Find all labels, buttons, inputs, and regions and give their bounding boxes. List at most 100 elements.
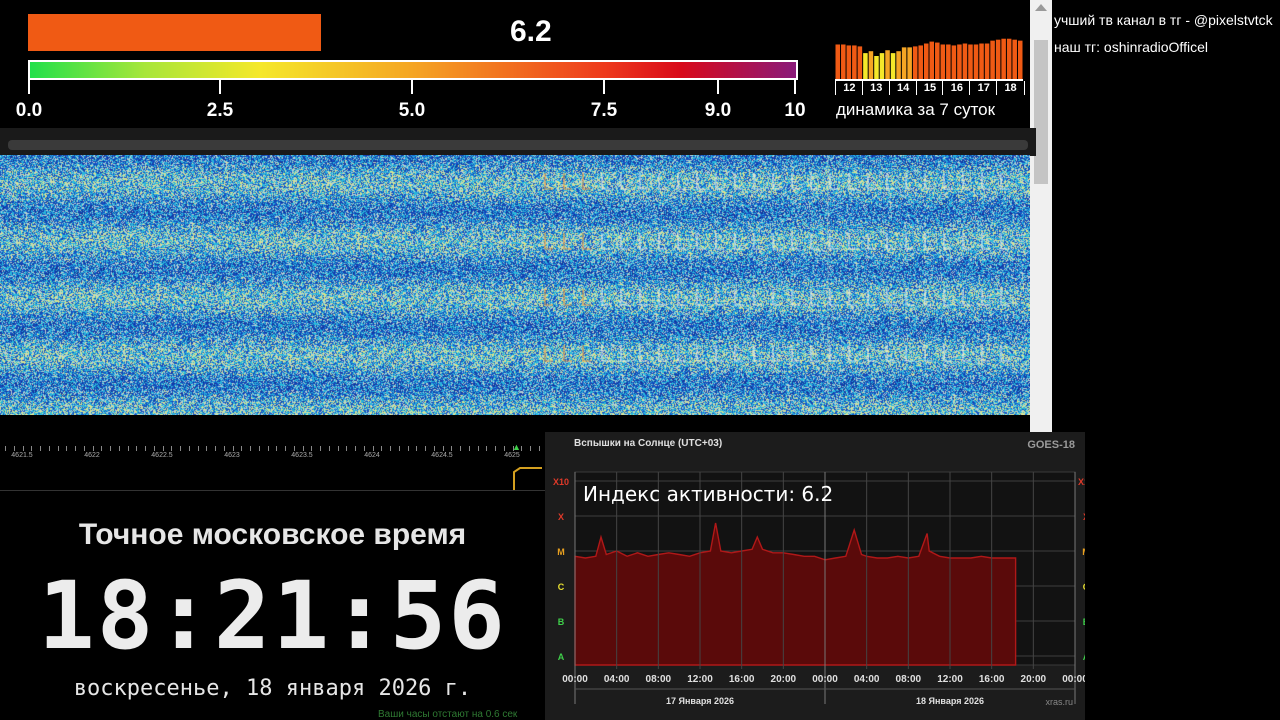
time-label: 00:00 <box>812 674 838 685</box>
ruler-tick <box>92 446 94 451</box>
weekly-history-days: 12 13 14 15 16 17 18 <box>835 79 1025 97</box>
class-label-right: A <box>1083 652 1085 662</box>
tuning-marker-icon[interactable]: ▲ <box>512 442 521 452</box>
ruler-tick <box>188 446 190 451</box>
ruler-tick <box>267 446 269 451</box>
ruler-tick <box>398 446 400 451</box>
ruler-tick <box>381 446 383 451</box>
history-bar <box>879 53 885 80</box>
scale-tick <box>411 78 413 94</box>
history-bar <box>863 53 868 80</box>
ruler-tick <box>258 446 260 451</box>
history-bar <box>923 43 929 80</box>
ruler-tick <box>215 446 216 451</box>
weekly-history-caption: динамика за 7 суток <box>836 100 996 119</box>
flux-area-series <box>574 522 1017 666</box>
history-bar <box>901 47 907 80</box>
frequency-ruler: 4621.5 4622 4622.5 4623 4623.5 4624 4624.5 4625 <box>0 440 545 464</box>
ruler-tick <box>223 446 225 451</box>
scale-tick <box>28 78 30 94</box>
ruler-tick <box>390 446 391 451</box>
ruler-label: 4623.5 <box>291 452 313 459</box>
history-bar <box>907 47 912 80</box>
time-label: 16:00 <box>729 674 755 685</box>
weekly-history-bars <box>835 38 1023 80</box>
history-bar <box>957 44 962 80</box>
ruler-label: 4622.5 <box>151 452 173 459</box>
ruler-tick <box>31 446 33 451</box>
ruler-tick <box>66 446 68 451</box>
ruler-tick <box>276 446 278 451</box>
time-label: 20:00 <box>771 674 797 685</box>
ruler-tick <box>416 446 418 451</box>
ruler-tick <box>486 446 488 451</box>
ruler-tick <box>425 446 426 451</box>
ruler-tick <box>460 446 461 451</box>
class-label-left: M <box>557 547 565 557</box>
time-label: 08:00 <box>646 674 672 685</box>
time-label: 04:00 <box>604 674 630 685</box>
ruler-tick <box>320 446 321 451</box>
history-bar <box>868 51 874 80</box>
clock-time: 18:21:56 <box>38 562 507 671</box>
spectrogram-slider[interactable] <box>8 140 1028 150</box>
ruler-tick <box>495 446 496 451</box>
ruler-tick <box>232 446 234 451</box>
ruler-tick <box>530 446 531 451</box>
history-bar <box>857 46 863 80</box>
ruler-tick <box>302 446 304 451</box>
history-bar <box>912 46 918 80</box>
history-bar <box>841 44 846 80</box>
scale-tick-label: 5.0 <box>398 100 426 121</box>
history-bar <box>896 51 901 80</box>
scroll-up-icon[interactable] <box>1035 4 1047 11</box>
time-label: 00:00 <box>1062 674 1085 685</box>
time-label: 12:00 <box>687 674 713 685</box>
history-day-label: 15 <box>915 81 944 95</box>
history-bar <box>951 45 957 80</box>
activity-index-overlay: Индекс активности: 6.2 <box>583 482 833 506</box>
ruler-tick <box>118 446 120 451</box>
history-bar <box>973 44 979 80</box>
day-label: 18 Января 2026 <box>916 696 984 706</box>
ruler-tick <box>451 446 453 451</box>
ruler-tick <box>346 446 348 451</box>
history-bar <box>946 44 951 80</box>
history-bar <box>990 40 995 80</box>
clock-title: Точное московское время <box>78 518 467 551</box>
class-label-right: X10 <box>1078 477 1085 487</box>
activity-bar-track <box>28 14 500 51</box>
history-bar <box>962 43 968 80</box>
class-label-left: B <box>558 617 565 627</box>
day-label: 17 Января 2026 <box>666 696 734 706</box>
ruler-tick <box>13 446 15 451</box>
chart-credit: xras.ru <box>1045 697 1073 707</box>
class-label-left: X <box>558 512 564 522</box>
scrollbar-thumb[interactable] <box>1034 40 1048 184</box>
ruler-label: 4621.5 <box>11 452 33 459</box>
clock-date: воскресенье, 18 января 2026 г. <box>73 676 472 701</box>
class-label-right: X <box>1083 512 1085 522</box>
ruler-tick <box>206 446 208 451</box>
time-label: 04:00 <box>854 674 880 685</box>
ruler-tick <box>171 446 173 451</box>
history-bar <box>885 50 890 80</box>
scale-tick-label: 10 <box>784 100 806 121</box>
radio-spectrogram <box>0 155 1030 415</box>
chart-source-tag: GOES-18 <box>1027 439 1075 451</box>
history-bar <box>979 43 984 80</box>
history-bar <box>1017 40 1023 80</box>
ruler-tick <box>180 446 181 451</box>
history-bar <box>1012 39 1017 80</box>
ruler-tick <box>83 446 85 451</box>
history-bar <box>918 45 923 80</box>
ruler-tick <box>75 446 76 451</box>
ruler-divider <box>0 490 545 491</box>
ruler-tick <box>468 446 470 451</box>
scale-tick <box>717 78 719 94</box>
radio-promo-text: наш тг: oshinradioOfficel <box>1054 39 1208 55</box>
history-day-label: 17 <box>969 81 997 95</box>
class-label-left: C <box>558 582 565 592</box>
ruler-tick <box>538 446 540 451</box>
ruler-tick <box>162 446 164 451</box>
